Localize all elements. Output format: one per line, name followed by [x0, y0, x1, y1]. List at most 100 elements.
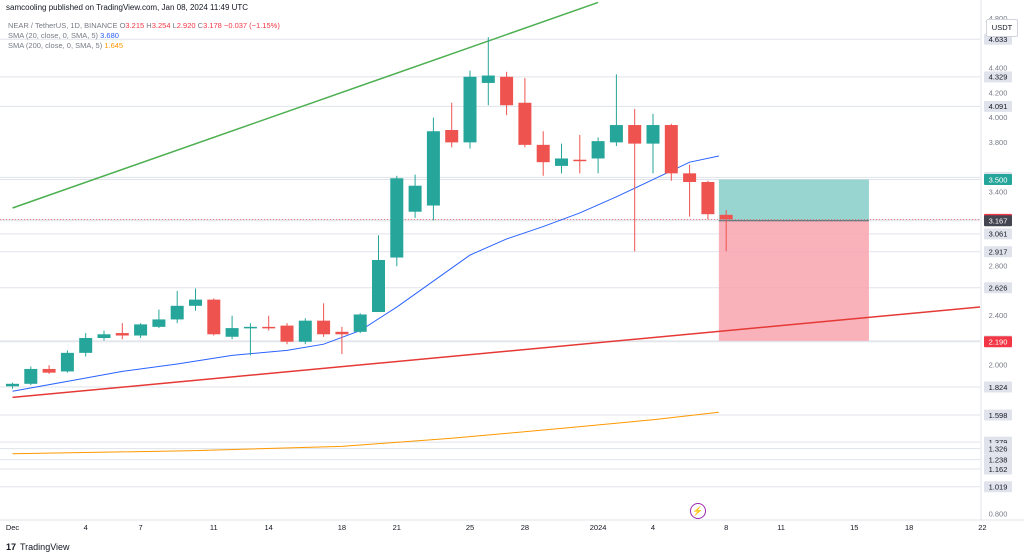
y-tick-label: 4.000	[989, 113, 1008, 122]
candle	[445, 102, 459, 148]
price-label-text: 4.633	[989, 35, 1008, 44]
candle-body	[646, 125, 660, 144]
candle-body	[481, 75, 495, 83]
candle	[518, 78, 532, 148]
candle-body	[134, 324, 148, 336]
candle	[683, 164, 697, 217]
price-label-box	[984, 443, 1012, 455]
candle	[317, 303, 331, 337]
lightning-icon[interactable]: ⚡	[690, 503, 706, 519]
price-label-box	[984, 454, 1012, 466]
candle	[115, 323, 129, 340]
candle	[79, 333, 93, 357]
candle-body	[243, 326, 257, 329]
candle	[426, 117, 440, 221]
x-tick-label: 15	[850, 523, 858, 532]
x-tick-label: 14	[265, 523, 273, 532]
candle	[372, 235, 385, 312]
x-tick-label: 28	[521, 523, 529, 532]
candle-body	[42, 368, 56, 373]
candle-body	[390, 178, 404, 258]
candle-body	[280, 325, 294, 342]
candle-body	[628, 125, 642, 144]
candle	[60, 350, 74, 373]
candle	[591, 137, 605, 174]
price-label-text: 3.061	[989, 230, 1008, 239]
price-label: 1.598	[984, 409, 1012, 421]
candle-body	[115, 333, 129, 336]
x-tick-label: 25	[466, 523, 474, 532]
candle-body	[353, 314, 367, 332]
price-label-box	[984, 174, 1012, 186]
sma20-line	[12, 155, 719, 392]
price-label: 2.917	[984, 246, 1012, 258]
candle-body	[573, 159, 587, 162]
change-value: −0.037 (−1.15%)	[223, 21, 280, 30]
price-label: 4.329	[984, 71, 1012, 83]
x-tick-label: 4	[84, 523, 88, 532]
price-label-box	[984, 215, 1012, 227]
candle	[207, 298, 221, 336]
candle-body	[79, 338, 93, 353]
candle-body	[463, 76, 477, 143]
candle-body	[298, 320, 312, 342]
x-tick-label: Dec	[6, 523, 20, 532]
candle	[573, 134, 587, 174]
candle-body	[609, 125, 623, 143]
price-label-text: 1.238	[989, 455, 1008, 464]
candle-body	[591, 141, 605, 159]
symbol-label: NEAR / TetherUS, 1D, BINANCE	[8, 21, 118, 30]
candle	[408, 174, 422, 218]
price-label-text: 1.326	[989, 444, 1008, 453]
brand-label: TradingView	[20, 542, 70, 552]
candle-body	[152, 319, 166, 327]
candle	[42, 365, 56, 374]
price-label: 1.824	[984, 381, 1012, 393]
x-tick-label: 21	[393, 523, 401, 532]
price-label: 3.167	[984, 215, 1012, 227]
ohlc-legend: NEAR / TetherUS, 1D, BINANCE O3.215 H3.2…	[8, 21, 280, 30]
candle-body	[701, 182, 715, 215]
x-tick-label: 7	[139, 523, 143, 532]
sma200-value: 1.645	[104, 41, 124, 50]
price-label-box	[984, 71, 1012, 83]
candle	[390, 175, 404, 267]
x-tick-label: 11	[210, 523, 218, 532]
candle	[225, 315, 239, 340]
price-label-text: 4.091	[989, 102, 1008, 111]
candle	[6, 382, 19, 389]
close-label: C	[197, 21, 204, 30]
candle-body	[445, 130, 459, 143]
close-value: 3.178	[203, 21, 222, 30]
candle	[463, 70, 477, 149]
price-label: 1.326	[984, 443, 1012, 455]
candle	[719, 209, 733, 252]
x-tick-label: 11	[777, 523, 785, 532]
price-label-text: 3.500	[989, 175, 1008, 184]
price-label: 2.626	[984, 282, 1012, 294]
low-value: 2.920	[176, 21, 196, 30]
price-label-box	[984, 100, 1012, 112]
candle-body	[24, 368, 38, 384]
candle	[243, 323, 257, 356]
y-tick-label: 2.400	[989, 311, 1008, 320]
x-tick-label: 8	[724, 523, 728, 532]
sma20-value: 3.680	[100, 31, 119, 40]
y-tick-label: 3.400	[989, 187, 1008, 196]
candle-body	[335, 331, 349, 335]
high-value: 3.254	[151, 21, 171, 30]
candle	[664, 123, 678, 181]
candle-body	[262, 326, 276, 329]
currency-button[interactable]: USDT	[986, 19, 1018, 37]
x-tick-label: 22	[978, 523, 986, 532]
candle-body	[719, 214, 733, 220]
x-tick-label: 4	[651, 523, 655, 532]
candle-body	[6, 383, 19, 387]
candle	[628, 108, 642, 252]
price-label-box	[984, 381, 1012, 393]
price-label-box	[984, 246, 1012, 258]
candle-body	[225, 328, 239, 337]
x-tick-label: 18	[905, 523, 913, 532]
price-label-text: 4.329	[989, 73, 1008, 82]
